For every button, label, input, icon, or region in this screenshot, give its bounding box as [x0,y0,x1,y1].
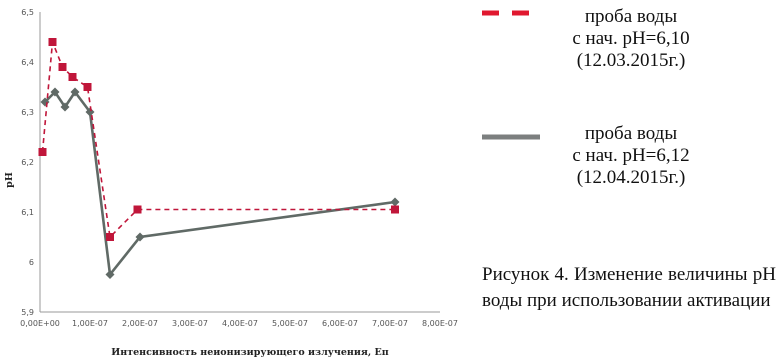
x-tick-label: 4,00E-07 [222,319,258,328]
data-point [390,197,400,207]
x-tick-label: 0,00E+00 [20,319,60,328]
y-axis-label: pH [4,172,15,188]
data-point [85,107,95,117]
line-chart: 5,9 6 6,1 6,2 6,3 6,4 6,5 0,00E+00 1,00E-07 2,00E… [4,8,458,358]
data-point [391,205,399,214]
data-point [105,270,115,279]
legend-entry-2: проба воды с нач. pH=6,12 (12.04.2015г.) [572,123,690,188]
y-tick-label: 6,2 [21,158,34,167]
data-point [50,87,60,97]
data-point [38,148,47,156]
legend-swatch-dashed [482,10,540,16]
series-2 [40,87,400,279]
x-tick-label: 5,00E-07 [272,319,308,328]
series-line [41,41,395,239]
y-tick-label: 6,1 [21,208,34,217]
chart-series-layer [38,38,400,279]
x-tick-label: 6,00E-07 [322,319,358,328]
x-tick-label: 2,00E-07 [122,319,158,328]
series-1 [38,38,399,241]
y-tick-label: 6,5 [21,8,34,17]
y-tick-label: 6,3 [21,108,34,117]
y-tick-label: 6 [29,258,34,267]
x-tick-label: 7,00E-07 [372,319,408,328]
series-line [44,89,396,278]
legend-swatch-solid [482,134,540,140]
x-tick-label: 1,00E-07 [72,319,108,328]
data-point [133,205,142,214]
data-point [58,63,67,71]
x-tick-label: 8,00E-07 [422,319,458,328]
data-point [106,233,114,241]
y-tick-label: 6,4 [21,58,34,67]
x-tick-label: 3,00E-07 [172,319,208,328]
data-point [48,38,57,46]
chart-axes: 5,9 6 6,1 6,2 6,3 6,4 6,5 0,00E+00 1,00E-07 2,00E… [20,8,458,328]
legend-entry-1: проба воды с нач. pH=6,10 (12.03.2015г.) [572,6,690,71]
figure-caption: Рисунок 4. Изменение величины pH воды пр… [482,264,776,311]
data-point [60,102,70,112]
x-axis-label: Интенсивность неионизирующего излучения,… [111,347,388,358]
data-point [70,87,80,97]
data-point [83,83,92,91]
data-point [68,73,77,81]
data-point [135,232,145,242]
y-tick-label: 5,9 [21,308,34,317]
